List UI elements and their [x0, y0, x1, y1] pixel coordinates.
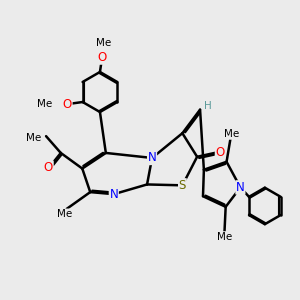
Text: S: S: [179, 179, 186, 192]
Text: Me: Me: [96, 38, 111, 48]
Text: N: N: [110, 188, 118, 201]
Text: O: O: [215, 146, 225, 159]
Text: O: O: [98, 51, 106, 64]
Text: O: O: [44, 161, 53, 174]
Text: Me: Me: [224, 129, 239, 139]
Text: Me: Me: [57, 209, 72, 219]
Text: N: N: [236, 181, 245, 194]
Text: N: N: [148, 152, 156, 164]
Text: Me: Me: [26, 133, 42, 142]
Text: O: O: [63, 98, 72, 111]
Text: Me: Me: [217, 232, 232, 242]
Text: Me: Me: [37, 99, 52, 109]
Text: H: H: [204, 101, 212, 111]
